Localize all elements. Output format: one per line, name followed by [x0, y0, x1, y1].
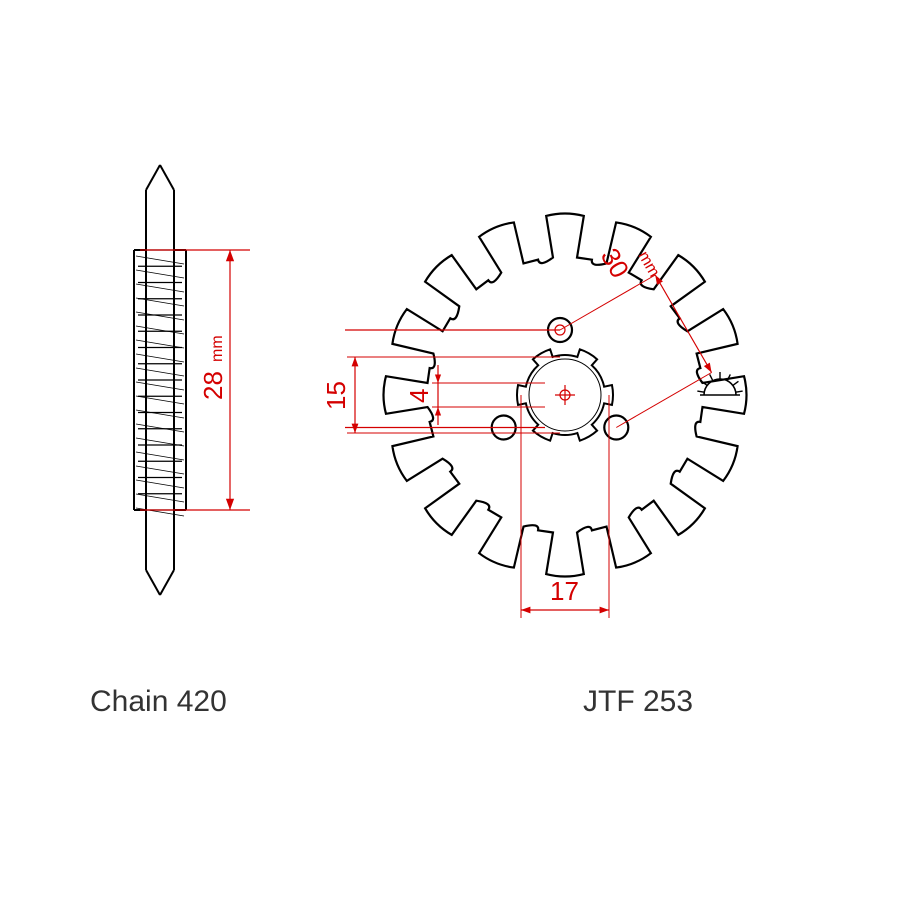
technical-drawing: 28mm1541730mm: [0, 0, 900, 900]
side-view: 28 mm: [134, 165, 250, 595]
svg-text:28: 28: [198, 371, 228, 400]
chain-label: Chain 420: [90, 685, 227, 719]
svg-text:4: 4: [404, 389, 434, 403]
svg-text:17: 17: [550, 576, 579, 606]
front-view: 1541730mm: [321, 213, 747, 618]
part-number: JTF 253: [583, 685, 693, 719]
svg-text:15: 15: [321, 381, 351, 410]
svg-text:mm: mm: [209, 335, 226, 362]
